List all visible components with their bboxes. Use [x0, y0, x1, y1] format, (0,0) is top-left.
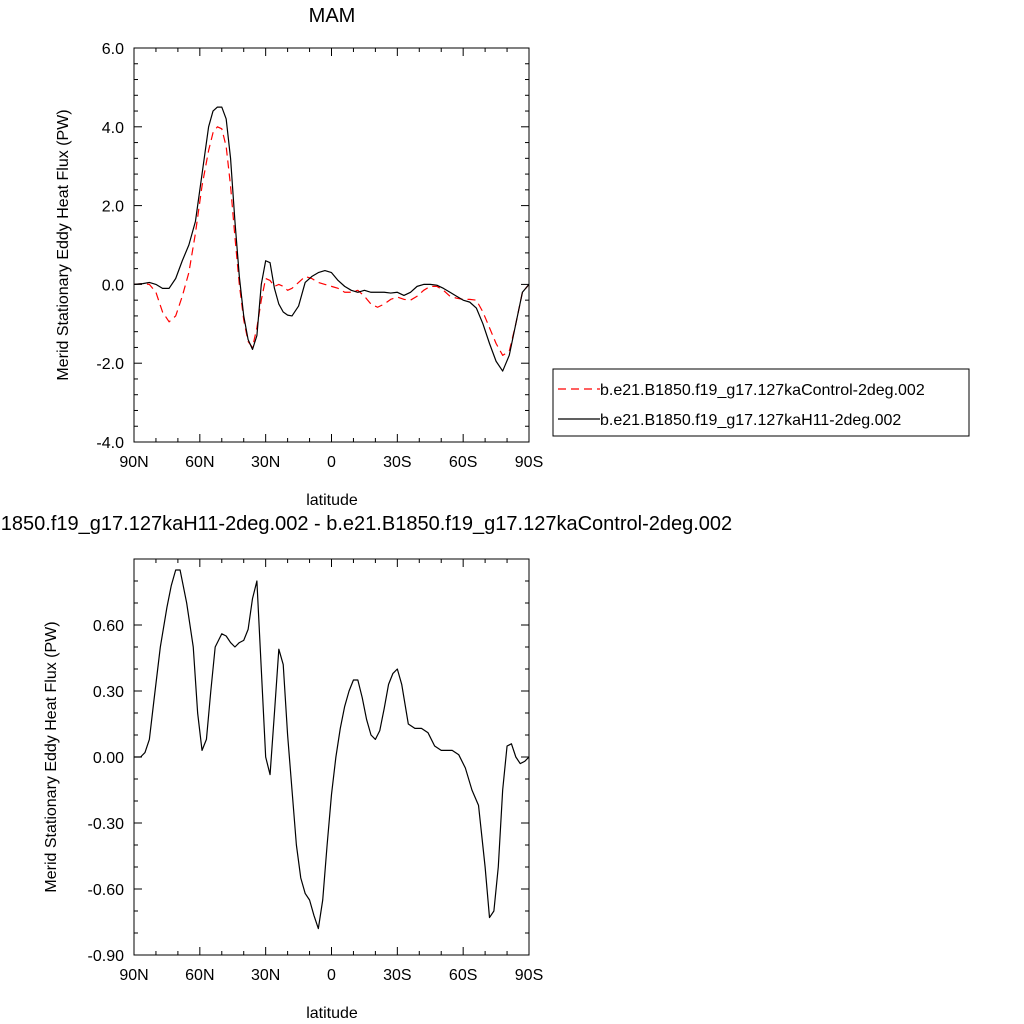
bottom-chart-x-tick-label: 90S — [515, 967, 543, 984]
bottom-chart-y-tick-label: 0.30 — [93, 684, 124, 701]
bottom-chart-y-tick-label: 0.00 — [93, 750, 124, 767]
bottom-chart-x-tick-label: 90N — [119, 967, 148, 984]
top-chart-x-axis-label: latitude — [306, 492, 358, 509]
legend: b.e21.B1850.f19_g17.127kaControl-2deg.00… — [552, 368, 970, 437]
bottom-chart-y-tick-label: -0.60 — [88, 882, 125, 899]
bottom-chart-y-tick-label: -0.90 — [88, 948, 125, 965]
top-chart-y-axis-label: Merid Stationary Eddy Heat Flux (PW) — [55, 109, 72, 380]
legend-label-control: b.e21.B1850.f19_g17.127kaControl-2deg.00… — [600, 382, 925, 399]
bottom-chart-y-tick-label: -0.30 — [88, 816, 125, 833]
legend-label-h11: b.e21.B1850.f19_g17.127kaH11-2deg.002 — [600, 412, 901, 429]
bottom-chart-tick-labels: 90N 60N 30N 0 30S 60S 90S -0.90 -0.60 -0.30 0.00 0.… — [88, 618, 544, 984]
bottom-chart-x-axis-label: latitude — [306, 1005, 358, 1022]
top-chart-series-line-0 — [133, 126, 530, 356]
top-chart-y-tick-label: -2.0 — [96, 356, 124, 373]
bottom-chart-x-tick-label: 30N — [251, 967, 280, 984]
top-chart-x-tick-label: 90N — [119, 454, 148, 471]
top-chart-ticks — [133, 47, 530, 443]
top-chart-y-tick-label: 2.0 — [102, 199, 124, 216]
bottom-chart-x-tick-label: 60S — [449, 967, 477, 984]
top-chart-x-tick-label: 30S — [383, 454, 411, 471]
top-chart-x-tick-label: 60S — [449, 454, 477, 471]
bottom-chart: b.e21.B1850.f19_g17.127kaH11-2deg.002 - … — [0, 513, 732, 1022]
bottom-chart-x-tick-label: 30S — [383, 967, 411, 984]
bottom-chart-frame — [133, 558, 530, 956]
bottom-chart-x-tick-label: 60N — [185, 967, 214, 984]
bottom-chart-y-tick-label: 0.60 — [93, 618, 124, 635]
top-chart-title: MAM — [309, 5, 356, 27]
legend-box — [552, 368, 970, 437]
bottom-chart-ticks — [133, 559, 530, 956]
bottom-chart-x-tick-label: 0 — [327, 967, 336, 984]
top-chart-x-tick-label: 30N — [251, 454, 280, 471]
bottom-chart-y-axis-label: Merid Stationary Eddy Heat Flux (PW) — [43, 621, 60, 892]
top-chart-series-layer — [133, 106, 530, 372]
top-chart-y-tick-label: 4.0 — [102, 120, 124, 137]
top-chart: MAM 90N 60N 30N 0 30S 60S 90S -4.0 -2.0 0.0 2.0 4.0… — [55, 5, 970, 509]
top-chart-x-tick-label: 90S — [515, 454, 543, 471]
bottom-chart-title: b.e21.B1850.f19_g17.127kaH11-2deg.002 - … — [0, 513, 732, 535]
top-chart-series-line-1 — [133, 106, 530, 372]
bottom-chart-series-layer — [134, 569, 530, 930]
top-chart-y-tick-label: 0.0 — [102, 277, 124, 294]
top-chart-x-tick-label: 60N — [185, 454, 214, 471]
top-chart-x-tick-label: 0 — [327, 454, 336, 471]
bottom-chart-series-line-0 — [134, 569, 530, 930]
top-chart-tick-labels: 90N 60N 30N 0 30S 60S 90S -4.0 -2.0 0.0 2.0 4.0 6.0 — [96, 41, 543, 471]
top-chart-y-tick-label: 6.0 — [102, 41, 124, 58]
top-chart-y-tick-label: -4.0 — [96, 435, 124, 452]
top-chart-frame — [133, 47, 530, 443]
